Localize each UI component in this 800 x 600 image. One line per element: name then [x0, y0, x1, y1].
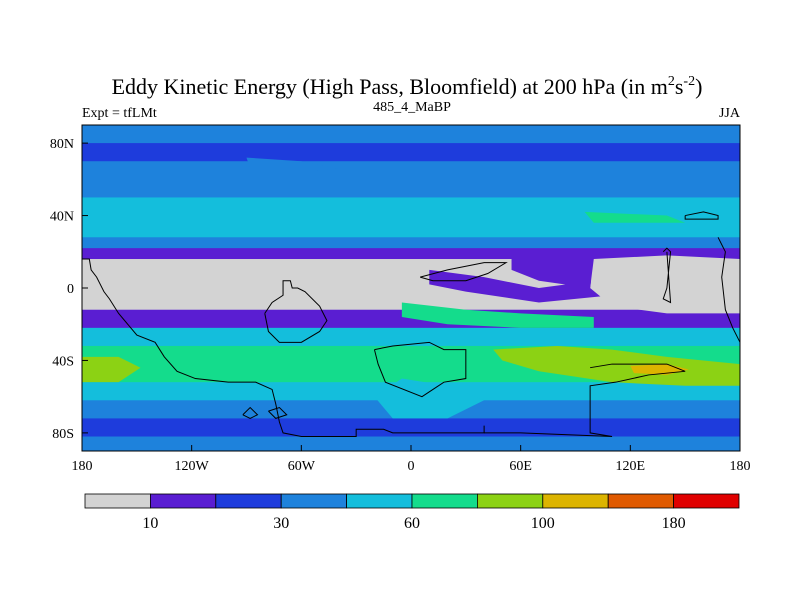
- subtitle-season: JJA: [719, 106, 741, 121]
- coastline-3: [420, 262, 508, 282]
- contour-band-1: [82, 143, 740, 162]
- contour-band-6: [82, 248, 740, 260]
- colorbar-swatch-3: [280, 493, 348, 509]
- colorbar-swatch-7: [542, 493, 609, 509]
- contour-fill-layer: [82, 125, 740, 451]
- coastline-6: [684, 211, 719, 220]
- x-tick-label-4: 60E: [509, 459, 532, 474]
- y-tick-label-3: 40S: [52, 354, 74, 369]
- contour-patch-8: [511, 259, 594, 288]
- coastline-8: [242, 406, 259, 419]
- contour-patch-0: [82, 356, 141, 383]
- coastline-7: [717, 237, 740, 343]
- y-tick-label-0: 80N: [50, 137, 74, 152]
- colorbar-swatch-0: [84, 493, 151, 509]
- coastline-2: [373, 341, 467, 398]
- colorbar-swatch-1: [149, 493, 217, 509]
- chart-title: Eddy Kinetic Energy (High Pass, Bloomfie…: [112, 74, 703, 99]
- colorbar-label-2: 60: [404, 515, 420, 532]
- colorbar-swatch-8: [607, 493, 675, 509]
- x-tick-label-2: 60W: [288, 459, 316, 474]
- colorbar-label-1: 30: [273, 515, 289, 532]
- x-tick-label-6: 180: [730, 459, 751, 474]
- y-tick-label-1: 40N: [50, 210, 74, 225]
- colorbar-swatch-5: [411, 493, 478, 509]
- contour-patch-1: [493, 345, 740, 386]
- coastline-1: [264, 280, 328, 343]
- contour-band-9: [82, 327, 740, 347]
- colorbar-swatch-6: [476, 493, 544, 509]
- colorbar-label-0: 10: [142, 515, 158, 532]
- contour-band-0: [82, 125, 740, 144]
- contour-band-2: [82, 161, 740, 177]
- subtitle-experiment: Expt = tfLMt: [82, 106, 157, 121]
- x-tick-label-0: 180: [72, 459, 93, 474]
- colorbar: 10 30 60 100 180: [84, 493, 740, 532]
- colorbar-swatch-9: [673, 493, 740, 509]
- contour-patch-3: [401, 302, 594, 328]
- coastline-9: [268, 406, 288, 419]
- contour-band-13: [82, 418, 740, 438]
- colorbar-label-3: 100: [531, 515, 555, 532]
- contour-band-5: [82, 237, 740, 249]
- x-axis: 180 120W 60W 0 60E 120E 180: [72, 445, 751, 474]
- x-tick-label-5: 120E: [616, 459, 646, 474]
- contour-patch-5: [584, 211, 686, 223]
- y-tick-label-4: 80S: [52, 427, 74, 442]
- contour-band-14: [82, 436, 740, 451]
- y-axis: 80N 40N 0 40S 80S: [50, 137, 88, 442]
- subtitle-period: 485_4_MaBP: [373, 100, 451, 115]
- coastline-layer: [82, 211, 740, 438]
- contour-patch-9: [246, 157, 338, 173]
- coastline-5: [662, 247, 672, 304]
- contour-patch-7: [590, 255, 740, 314]
- colorbar-label-4: 180: [662, 515, 686, 532]
- colorbar-swatch-2: [215, 493, 282, 509]
- coastline-4: [484, 363, 686, 438]
- x-tick-label-1: 120W: [175, 459, 210, 474]
- contour-band-3: [82, 175, 740, 198]
- coastline-0: [82, 258, 485, 438]
- y-tick-label-2: 0: [67, 282, 74, 297]
- colorbar-swatch-4: [346, 493, 413, 509]
- x-tick-label-3: 0: [408, 459, 415, 474]
